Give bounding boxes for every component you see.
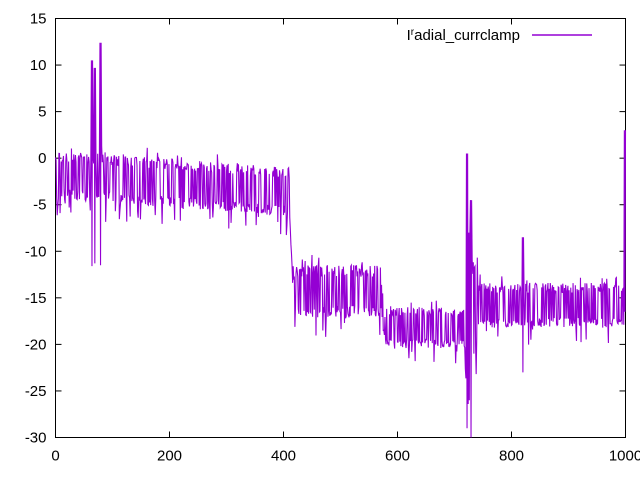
y-tick-label: -20: [25, 336, 47, 353]
series-line-radial-currclamp: [54, 42, 627, 438]
y-tick-label: 5: [38, 104, 46, 121]
y-tick-label: -10: [25, 243, 47, 260]
y-axis-tick-labels: 15 10 5 0 -5 -10 -15 -20 -25 -30: [25, 11, 47, 447]
legend-rest-glyph: adial_currclamp: [414, 27, 520, 44]
x-tick-label: 0: [51, 448, 59, 465]
legend-superscript-glyph: r: [411, 27, 415, 38]
legend-entry-label: Iradial_currclamp: [407, 27, 520, 44]
legend-base-glyph: I: [407, 27, 411, 44]
y-tick-label: -15: [25, 290, 47, 307]
x-tick-label: 1000: [609, 448, 640, 465]
y-tick-label: 0: [38, 150, 46, 167]
y-tick-label: -30: [25, 430, 47, 447]
x-tick-label: 200: [157, 448, 182, 465]
y-tick-label: -5: [33, 197, 46, 214]
y-tick-label: 15: [30, 11, 47, 28]
y-tick-label: 10: [30, 57, 47, 74]
x-axis-tick-labels: 0 200 400 600 800 1000: [51, 448, 640, 465]
x-tick-label: 800: [499, 448, 524, 465]
x-tick-label: 600: [385, 448, 410, 465]
legend: Iradial_currclamp: [407, 27, 592, 44]
data-series-layer: [54, 42, 627, 438]
y-tick-label: -25: [25, 383, 47, 400]
x-tick-label: 400: [271, 448, 296, 465]
